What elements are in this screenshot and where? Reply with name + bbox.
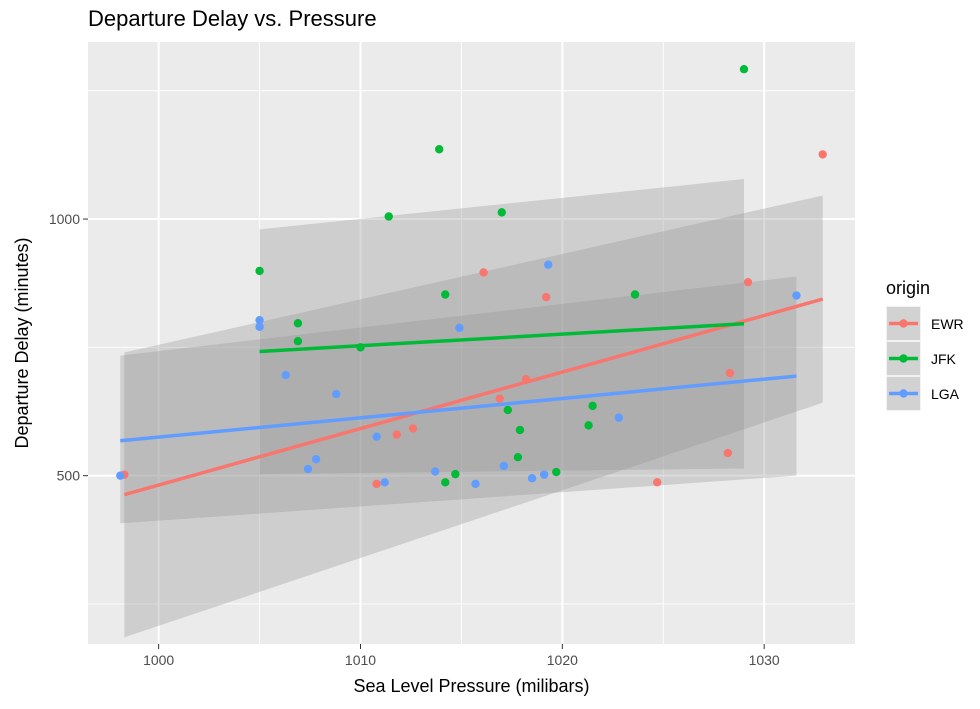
trend-line-jfk	[259, 322, 745, 354]
legend-label-lga: LGA	[931, 386, 960, 402]
point-jfk	[513, 452, 523, 462]
legend-key-point	[899, 354, 908, 363]
point-jfk	[503, 405, 513, 415]
point-lga	[116, 471, 125, 480]
plot-panel	[88, 42, 855, 644]
trend-line-ewr	[123, 297, 824, 497]
point-lga	[372, 432, 381, 441]
point-jfk	[441, 478, 450, 487]
point-jfk	[584, 421, 593, 430]
confidence-band-jfk	[259, 179, 744, 475]
point-jfk	[255, 266, 264, 276]
x-tick-label: 1000	[143, 652, 174, 668]
confidence-band-ewr	[124, 195, 823, 638]
point-jfk	[588, 401, 597, 411]
trend-lines	[120, 297, 824, 497]
point-lga	[332, 389, 341, 399]
point-ewr	[723, 448, 733, 458]
point-lga	[471, 479, 480, 489]
point-jfk	[552, 467, 561, 477]
point-ewr	[652, 478, 662, 487]
point-jfk	[630, 290, 640, 299]
point-jfk	[497, 208, 506, 217]
confidence-bands	[120, 179, 823, 638]
point-jfk	[293, 319, 303, 328]
point-ewr	[725, 368, 735, 378]
point-lga	[255, 315, 264, 325]
grid-lines	[88, 42, 855, 644]
point-lga	[311, 455, 321, 464]
legend-title: origin	[886, 278, 930, 298]
point-jfk	[515, 425, 525, 435]
chart-title: Departure Delay vs. Pressure	[88, 6, 377, 31]
point-lga	[430, 467, 440, 476]
legend-label-ewr: EWR	[931, 316, 964, 332]
point-lga	[281, 370, 291, 380]
point-ewr	[392, 430, 402, 439]
x-tick-label: 1030	[749, 652, 780, 668]
point-ewr	[818, 150, 827, 159]
point-jfk	[451, 469, 460, 479]
x-axis-title: Sea Level Pressure (milibars)	[353, 676, 589, 696]
trend-line-lga	[120, 374, 797, 443]
x-tick-label: 1010	[345, 652, 376, 668]
y-axis: 500 1000	[49, 211, 88, 484]
point-jfk	[441, 290, 450, 299]
point-lga	[303, 464, 313, 474]
y-tick-label: 1000	[49, 211, 80, 227]
point-jfk	[739, 65, 749, 74]
point-ewr	[495, 394, 504, 403]
y-axis-title: Departure Delay (minutes)	[12, 237, 32, 448]
legend-key-point	[899, 389, 908, 398]
point-jfk	[435, 145, 444, 154]
point-ewr	[541, 292, 551, 302]
point-lga	[499, 461, 508, 471]
point-ewr	[408, 424, 418, 433]
legend-label-jfk: JFK	[931, 351, 957, 367]
point-lga	[614, 413, 624, 422]
point-jfk	[293, 337, 303, 346]
legend-key-point	[899, 319, 908, 328]
y-tick-label: 500	[57, 468, 81, 484]
point-lga	[255, 322, 264, 332]
point-ewr	[372, 479, 381, 489]
x-axis: 1000 1010 1020 1030	[143, 644, 780, 668]
point-lga	[792, 291, 801, 300]
point-lga	[455, 323, 464, 333]
point-lga	[527, 474, 537, 483]
x-tick-label: 1020	[547, 652, 578, 668]
point-ewr	[743, 277, 753, 287]
point-lga	[380, 478, 389, 487]
point-lga	[539, 470, 549, 479]
point-lga	[544, 260, 553, 269]
point-ewr	[479, 268, 488, 277]
legend: origin EWR JFK LGA	[886, 278, 964, 411]
point-jfk	[384, 212, 393, 221]
